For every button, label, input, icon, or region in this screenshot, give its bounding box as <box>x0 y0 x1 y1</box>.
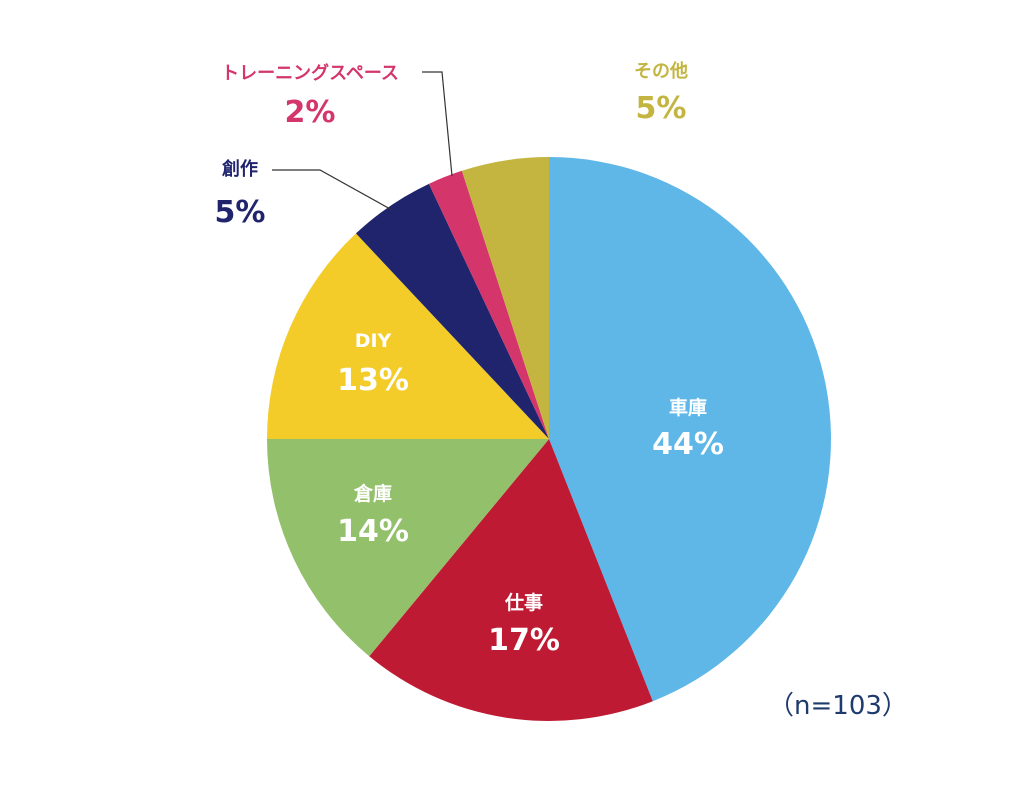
slice-value-label-5: 5% <box>215 195 266 230</box>
slice-labels: 車庫 44% 仕事 17% 倉庫 14% DIY 13% 創作 5% トレーニングスペース 2% その他… <box>215 60 724 658</box>
slice-label-7: その他 <box>634 60 688 82</box>
slice-value-label-6: 2% <box>285 95 336 130</box>
slice-value-label-7: 5% <box>636 91 687 126</box>
leader-line-5 <box>272 169 393 211</box>
slice-label-6: トレーニングスペース <box>221 62 399 84</box>
pie-slice-1 <box>549 157 831 702</box>
slice-label-1: 車庫 <box>669 396 707 419</box>
pie-slice-5 <box>355 183 549 439</box>
slice-value-label-1: 44% <box>652 427 724 462</box>
leader-lines <box>272 71 453 211</box>
slice-value-label-3: 14% <box>337 514 409 549</box>
slice-label-3: 倉庫 <box>353 482 392 505</box>
pie-slice-3 <box>267 439 549 657</box>
sample-size-note: （n=103） <box>768 691 908 721</box>
slice-label-2: 仕事 <box>504 591 543 614</box>
slice-label-5: 創作 <box>221 158 258 180</box>
slice-value-label-4: 13% <box>337 363 409 398</box>
slice-value-label-2: 17% <box>488 623 560 658</box>
pie-slice-2 <box>369 439 653 721</box>
leader-line-6 <box>422 71 453 177</box>
pie-slices <box>267 157 831 721</box>
slice-label-4: DIY <box>355 330 392 352</box>
pie-slice-4 <box>267 233 549 439</box>
pie-slice-7 <box>461 157 549 439</box>
pie-slice-6 <box>428 170 549 439</box>
